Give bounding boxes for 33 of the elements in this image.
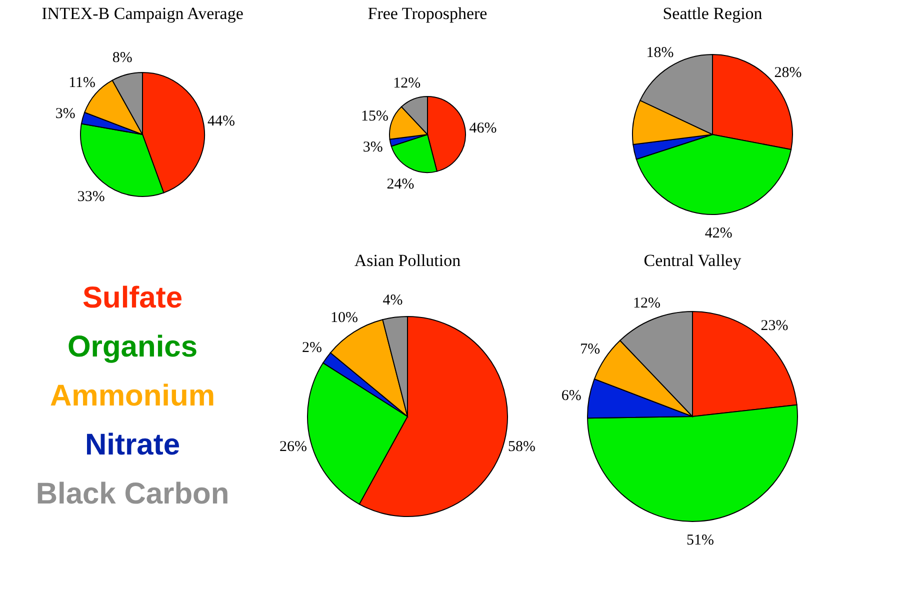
data-label: 3% bbox=[55, 106, 76, 122]
text: Sulfate bbox=[82, 282, 183, 314]
data-label: 6% bbox=[561, 388, 582, 404]
data-label: 28% bbox=[774, 65, 802, 82]
data-label: 10% bbox=[330, 310, 358, 326]
data-label: 46% bbox=[469, 120, 497, 136]
data-label: 23% bbox=[760, 318, 788, 334]
data-label: 11% bbox=[68, 75, 96, 92]
data-label: 42% bbox=[704, 225, 732, 242]
text: Ammonium bbox=[50, 380, 215, 412]
data-label: 4% bbox=[382, 292, 403, 308]
data-label: 12% bbox=[633, 295, 661, 312]
chart-title: Free Troposphere bbox=[368, 4, 488, 23]
data-label: 18% bbox=[646, 44, 674, 61]
data-label: 33% bbox=[77, 188, 105, 205]
chart-title: Asian Pollution bbox=[354, 251, 462, 270]
data-label: 26% bbox=[279, 438, 307, 455]
data-label: 3% bbox=[362, 140, 383, 156]
chart-title: Seattle Region bbox=[662, 4, 763, 23]
data-label: 8% bbox=[112, 50, 132, 66]
text: Nitrate bbox=[84, 428, 180, 462]
text: Black Carbon bbox=[36, 478, 230, 510]
chart-title: INTEX-B Campaign Average bbox=[42, 4, 244, 23]
data-label: 15% bbox=[361, 108, 389, 125]
data-label: 2% bbox=[302, 340, 322, 356]
data-label: 51% bbox=[686, 532, 714, 548]
data-label: 12% bbox=[393, 75, 421, 92]
data-label: 24% bbox=[386, 176, 414, 193]
chart-title: Central Valley bbox=[644, 251, 742, 270]
data-label: 44% bbox=[208, 114, 236, 130]
text: Organics bbox=[67, 330, 198, 364]
data-label: 58% bbox=[508, 438, 536, 455]
data-label: 7% bbox=[580, 341, 600, 358]
